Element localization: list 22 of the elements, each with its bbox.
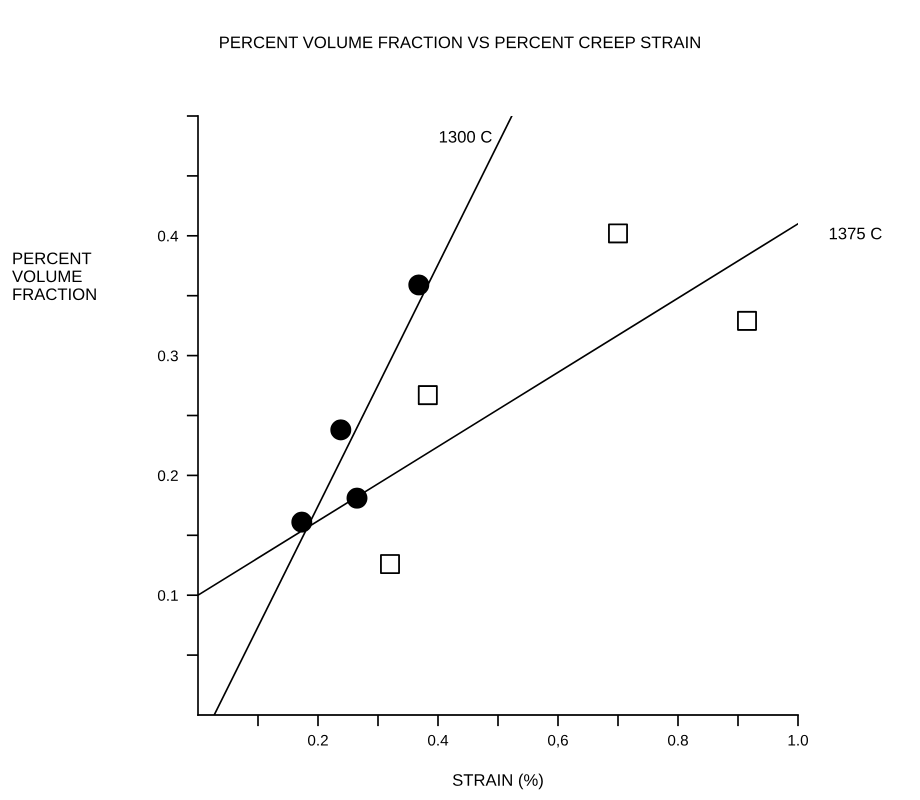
x-axis-title: STRAIN (%) [452, 774, 543, 790]
point [380, 554, 400, 574]
x-tick-label: 0,6 [548, 734, 568, 748]
point [418, 385, 438, 406]
chart-title: PERCENT VOLUME FRACTION VS PERCENT CREEP STRAIN [220, 36, 700, 48]
x-tick-label: 1.0 [788, 734, 808, 746]
point [330, 419, 352, 440]
point [346, 488, 368, 509]
point [408, 274, 430, 296]
point [291, 512, 312, 533]
y-tick-label: 0.2 [158, 470, 178, 482]
y-tick-label: 0.1 [158, 590, 178, 601]
point [608, 223, 628, 244]
point [737, 310, 757, 331]
series-label: 1375 C [830, 228, 882, 240]
y-tick-label: 0.3 [158, 350, 178, 362]
series-label: 1300 C [440, 130, 492, 143]
x-tick-label: 0.4 [428, 734, 448, 746]
x-tick-label: 0.8 [668, 734, 688, 746]
y-tick-label: 0.4 [158, 230, 178, 242]
y-axis-title: PERCENT VOLUME FRACTION [12, 252, 96, 300]
x-tick-label: 0.2 [308, 734, 328, 746]
